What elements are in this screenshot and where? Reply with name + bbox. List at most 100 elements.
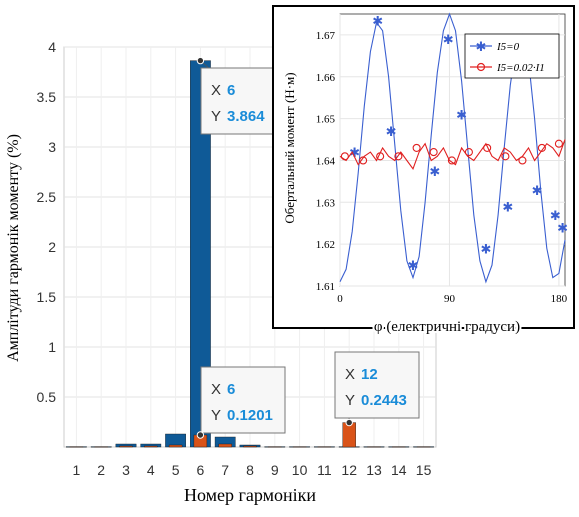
main-x-axis-label: Номер гармоніки bbox=[184, 485, 316, 505]
datatip-y-label: Y bbox=[211, 407, 221, 424]
inset-y-tick-label: 1.61 bbox=[316, 281, 335, 293]
inset-asterisk-marker: ✱ bbox=[443, 32, 454, 47]
inset-asterisk-marker: ✱ bbox=[386, 124, 397, 139]
bar bbox=[292, 446, 307, 448]
datatip-x-label: X bbox=[211, 381, 221, 398]
inset-y-tick-label: 1.66 bbox=[316, 72, 336, 84]
inset-asterisk-marker: ✱ bbox=[550, 208, 561, 223]
inset-x-tick-label: 0 bbox=[337, 293, 343, 305]
main-x-tick-label: 10 bbox=[292, 462, 308, 478]
inset-asterisk-marker: ✱ bbox=[532, 183, 543, 198]
datatip-x-value: 12 bbox=[361, 366, 378, 383]
bar bbox=[367, 446, 381, 448]
inset-asterisk-marker: ✱ bbox=[429, 164, 440, 179]
datatip-y-label: Y bbox=[345, 392, 355, 409]
legend-marker-circle bbox=[476, 62, 486, 72]
datatip-box bbox=[200, 366, 286, 434]
inset-asterisk-marker: ✱ bbox=[502, 199, 513, 214]
inset-circle-marker bbox=[501, 152, 510, 161]
datatip-x-value: 6 bbox=[227, 82, 235, 99]
main-x-tick-label: 6 bbox=[197, 462, 205, 478]
main-y-tick-label: 1.5 bbox=[37, 289, 57, 305]
datatip-anchor bbox=[196, 56, 205, 65]
torque-inset-chart: 1.611.621.631.641.651.661.67 0 90 180 ✱✱✱✱… bbox=[272, 5, 575, 337]
main-x-tick-label: 15 bbox=[416, 462, 432, 478]
inset-x-tick-label: 90 bbox=[444, 293, 456, 305]
inset-y-tick-label: 1.65 bbox=[316, 114, 336, 126]
inset-asterisk-marker: ✱ bbox=[557, 220, 568, 235]
inset-x-tick-label: 180 bbox=[551, 293, 568, 305]
main-y-tick-labels: 0.5 1 1.5 2 2.5 3 3.5 4 bbox=[37, 39, 57, 405]
main-y-axis-label: Амплітуди гармонік моменту (%) bbox=[5, 134, 22, 362]
inset-circle-marker bbox=[359, 156, 368, 165]
main-x-tick-label: 9 bbox=[271, 462, 279, 478]
inset-y-tick-label: 1.62 bbox=[316, 239, 335, 251]
legend-label-i5-0: I5=0 bbox=[496, 41, 520, 53]
inset-circle-marker bbox=[429, 148, 438, 157]
inset-asterisk-marker: ✱ bbox=[349, 145, 360, 160]
bar bbox=[392, 446, 406, 448]
inset-asterisk-marker: ✱ bbox=[480, 241, 491, 256]
datatip-anchor bbox=[196, 431, 205, 439]
inset-circle-marker bbox=[464, 148, 473, 157]
inset-circle-marker bbox=[412, 143, 421, 152]
main-x-tick-label: 11 bbox=[317, 462, 332, 478]
inset-circle-marker bbox=[554, 139, 563, 148]
inset-y-tick-label: 1.64 bbox=[316, 155, 336, 167]
inset-asterisk-marker: ✱ bbox=[408, 258, 419, 273]
inset-circle-marker bbox=[537, 143, 546, 152]
main-x-tick-label: 14 bbox=[391, 462, 407, 478]
bar bbox=[69, 446, 84, 448]
datatip-box bbox=[334, 351, 420, 419]
main-x-tick-label: 8 bbox=[246, 462, 254, 478]
datatip-box bbox=[200, 67, 286, 135]
main-y-tick-label: 1 bbox=[48, 339, 56, 355]
bar bbox=[144, 445, 158, 448]
inset-circle-marker bbox=[447, 156, 456, 165]
bar bbox=[119, 445, 133, 448]
inset-x-tick-labels: 0 90 180 bbox=[337, 293, 567, 305]
inset-circle-marker bbox=[483, 143, 492, 152]
main-x-tick-label: 2 bbox=[97, 462, 105, 478]
main-x-tick-label: 13 bbox=[366, 462, 382, 478]
main-y-tick-label: 2.5 bbox=[37, 189, 57, 205]
legend-marker-asterisk: ✱ bbox=[476, 39, 487, 54]
main-x-tick-label: 12 bbox=[341, 462, 357, 478]
main-y-tick-label: 3.5 bbox=[37, 89, 57, 105]
bar bbox=[168, 444, 183, 448]
main-x-tick-label: 7 bbox=[221, 462, 229, 478]
bar bbox=[243, 445, 257, 448]
main-x-tick-label: 5 bbox=[172, 462, 180, 478]
main-x-tick-label: 4 bbox=[147, 462, 155, 478]
datatip-x-label: X bbox=[345, 366, 355, 383]
main-y-tick-label: 4 bbox=[48, 39, 56, 55]
main-x-tick-labels: 1 2 3 4 5 6 7 8 9 10 11 12 13 14 15 bbox=[73, 462, 432, 478]
inset-grid bbox=[339, 14, 565, 287]
main-x-tick-label: 3 bbox=[122, 462, 130, 478]
bar bbox=[317, 446, 332, 448]
datatip-anchor bbox=[345, 418, 353, 427]
main-y-tick-label: 3 bbox=[48, 139, 56, 155]
inset-y-axis-label: Обертальний момент (Н·м) bbox=[282, 72, 297, 223]
main-x-tick-label: 1 bbox=[73, 462, 81, 478]
bar bbox=[94, 446, 108, 448]
datatip-y-label: Y bbox=[211, 108, 221, 125]
inset-circle-marker bbox=[394, 152, 403, 161]
main-bars bbox=[66, 60, 434, 448]
inset-y-tick-labels: 1.61 1.62 1.63 1.64 1.65 1.66 1.67 bbox=[316, 30, 336, 293]
datatip-y-value: 0.2443 bbox=[361, 392, 407, 409]
inset-asterisk-marker: ✱ bbox=[456, 107, 467, 122]
inset-legend: ✱ I5=0 I5=0.02·I1 bbox=[464, 33, 560, 79]
inset-asterisk-marker: ✱ bbox=[372, 13, 383, 28]
inset-x-axis-label: φ (електричні градуси) bbox=[374, 319, 520, 335]
inset-circle-marker bbox=[376, 152, 385, 161]
datatip-x-label: X bbox=[211, 82, 221, 99]
datatip-y-value: 3.864 bbox=[227, 108, 265, 125]
main-y-tick-label: 0.5 bbox=[37, 389, 57, 405]
inset-circle-marker bbox=[340, 152, 349, 161]
inset-series: ✱✱✱✱✱✱✱✱✱✱✱✱✱ bbox=[339, 12, 568, 284]
bar bbox=[416, 446, 431, 448]
bar bbox=[268, 446, 282, 448]
